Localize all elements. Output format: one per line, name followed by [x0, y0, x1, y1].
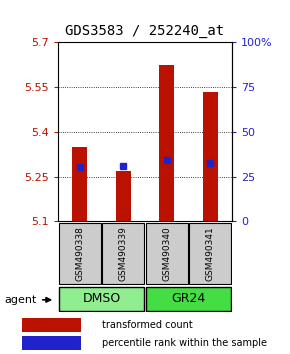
Text: GDS3583 / 252240_at: GDS3583 / 252240_at [66, 24, 224, 38]
Bar [116, 171, 131, 221]
FancyBboxPatch shape [146, 287, 231, 311]
Text: percentile rank within the sample: percentile rank within the sample [102, 338, 267, 348]
Bar [159, 65, 174, 221]
FancyBboxPatch shape [146, 223, 188, 284]
Text: agent: agent [4, 295, 37, 305]
FancyBboxPatch shape [59, 223, 101, 284]
FancyBboxPatch shape [59, 287, 144, 311]
Bar [21, 318, 81, 332]
Text: GSM490338: GSM490338 [75, 226, 84, 281]
Text: GSM490339: GSM490339 [119, 226, 128, 281]
Bar [21, 336, 81, 350]
FancyBboxPatch shape [189, 223, 231, 284]
Text: DMSO: DMSO [82, 292, 121, 306]
FancyBboxPatch shape [102, 223, 144, 284]
Bar [72, 147, 87, 221]
Text: GSM490341: GSM490341 [206, 226, 215, 281]
Bar [203, 92, 218, 221]
Text: GR24: GR24 [171, 292, 206, 306]
Text: GSM490340: GSM490340 [162, 226, 171, 281]
Text: transformed count: transformed count [102, 320, 193, 330]
